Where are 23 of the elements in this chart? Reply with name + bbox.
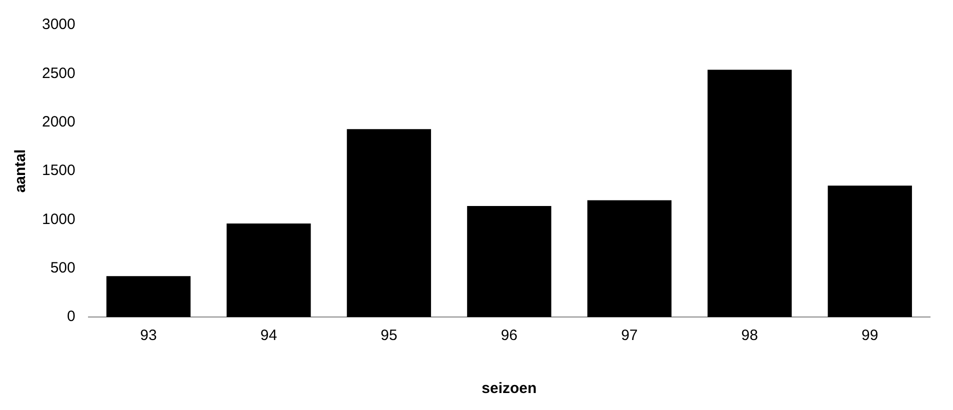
y-tick-label: 0 (67, 308, 76, 326)
bar (708, 70, 792, 317)
x-tick-label: 96 (500, 327, 518, 344)
y-tick-label: 3000 (42, 16, 76, 34)
y-tick-label: 2000 (42, 113, 76, 130)
x-tick-label: 93 (140, 327, 157, 344)
bar (346, 129, 432, 317)
y-tick-label: 1000 (42, 210, 76, 228)
x-tick-label: 94 (260, 327, 278, 344)
x-tick-label: 98 (741, 327, 758, 344)
y-axis-title: aantal (12, 149, 30, 193)
x-tick-label: 95 (380, 327, 398, 344)
y-tick-label: 2500 (42, 64, 76, 82)
x-tick-label: 97 (621, 327, 638, 344)
bar (106, 276, 191, 317)
y-tick-label: 1500 (42, 162, 76, 180)
bar (828, 186, 912, 317)
bar (467, 206, 552, 317)
y-tick-label: 500 (50, 259, 76, 276)
x-tick-label: 99 (862, 327, 878, 344)
x-axis-title: seizoen (482, 380, 537, 398)
bar (226, 224, 311, 317)
bar (587, 200, 672, 317)
